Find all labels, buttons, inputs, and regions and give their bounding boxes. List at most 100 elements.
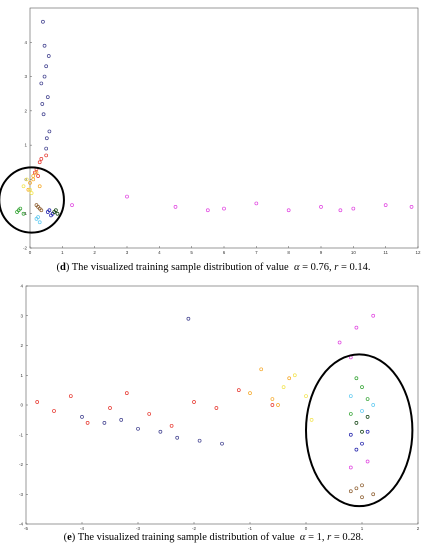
data-point: [42, 43, 47, 48]
data-point: [365, 415, 370, 419]
data-point: [281, 385, 286, 390]
data-point: [158, 429, 163, 434]
data-point: [254, 201, 259, 206]
caption-d-letter: d: [59, 262, 66, 273]
x-tick-label: -3: [136, 526, 140, 530]
x-tick-label: 4: [158, 250, 161, 255]
y-tick-label: 0: [20, 403, 23, 408]
x-tick-label: 2: [93, 250, 96, 255]
y-tick-label: 2: [20, 343, 23, 348]
x-tick-label: -4: [80, 526, 84, 530]
data-point: [360, 409, 364, 413]
data-point: [24, 177, 29, 182]
y-tick-label: 1: [24, 143, 27, 148]
data-point: [337, 340, 342, 345]
data-point: [304, 394, 308, 398]
data-point: [354, 486, 359, 491]
data-point: [44, 146, 49, 151]
caption-e-alpha-value: 1: [316, 532, 322, 543]
data-point: [236, 388, 241, 392]
data-point: [276, 403, 280, 407]
data-point: [147, 412, 152, 416]
data-point: [173, 205, 178, 209]
data-point: [102, 421, 107, 425]
data-point: [108, 406, 112, 410]
data-point: [286, 208, 291, 213]
data-point: [16, 208, 21, 213]
data-point: [309, 418, 314, 422]
data-point: [365, 397, 370, 401]
data-point: [348, 432, 353, 437]
data-point: [36, 174, 40, 178]
caption-e-r-value: 0.28: [342, 532, 361, 543]
x-tick-label: -2: [192, 526, 196, 530]
caption-d-r-symbol: r: [334, 262, 339, 273]
data-point: [205, 208, 210, 213]
y-tick-label: -1: [19, 432, 23, 437]
data-point: [31, 174, 36, 178]
x-tick-label: 2: [417, 526, 420, 530]
data-point: [287, 376, 292, 381]
data-point: [29, 191, 34, 195]
caption-e-text: The visualized training sample distribut…: [77, 532, 295, 543]
plot-frame: [29, 7, 419, 249]
data-point: [21, 211, 26, 216]
data-point: [222, 206, 226, 211]
data-point: [47, 208, 52, 213]
data-point: [55, 211, 60, 216]
data-point: [41, 112, 46, 117]
data-point: [85, 421, 90, 425]
data-point: [124, 391, 129, 395]
data-point: [409, 205, 414, 209]
data-point: [371, 492, 376, 497]
caption-d: (d) The visualized training sample distr…: [56, 262, 371, 273]
caption-d-alpha-symbol: α: [293, 262, 300, 273]
data-point: [36, 215, 40, 219]
data-point: [31, 177, 36, 182]
data-point: [36, 205, 40, 209]
data-point: [383, 203, 388, 207]
data-point: [354, 447, 359, 452]
data-point: [348, 412, 353, 416]
data-point: [28, 187, 32, 192]
data-point: [351, 206, 356, 211]
data-point: [371, 403, 376, 407]
data-point: [354, 376, 359, 381]
caption-e: (e) The visualized training sample distr…: [63, 532, 364, 543]
data-point: [34, 170, 39, 175]
data-point: [35, 400, 40, 404]
data-point: [360, 385, 364, 390]
x-tick-label: 1: [61, 250, 64, 255]
data-point: [44, 136, 49, 141]
data-point: [192, 400, 196, 404]
x-tick-label: 5: [190, 250, 193, 255]
highlight-ellipse: [0, 166, 65, 234]
data-point: [365, 429, 370, 434]
data-point: [197, 438, 202, 443]
x-tick-label: -1: [248, 526, 252, 530]
data-point: [21, 184, 26, 189]
data-point: [32, 170, 37, 175]
data-point: [39, 208, 44, 213]
y-tick-label: -2: [19, 462, 23, 467]
data-point: [54, 208, 58, 213]
y-tick-label: -4: [19, 522, 23, 527]
data-point: [270, 403, 275, 407]
caption-d-text: The visualized training sample distribut…: [71, 262, 289, 273]
data-point: [220, 441, 224, 446]
data-point: [52, 409, 56, 413]
data-point: [175, 435, 180, 440]
data-point: [136, 426, 140, 431]
data-point: [248, 391, 252, 395]
caption-e-alpha-symbol: α: [299, 532, 306, 543]
highlight-ellipse: [305, 353, 414, 508]
x-tick-label: 7: [255, 250, 258, 255]
data-point: [26, 187, 31, 192]
data-point: [37, 160, 42, 165]
data-point: [46, 54, 51, 58]
data-point: [360, 483, 364, 488]
data-point: [348, 489, 353, 494]
y-tick-label: 3: [20, 313, 23, 318]
